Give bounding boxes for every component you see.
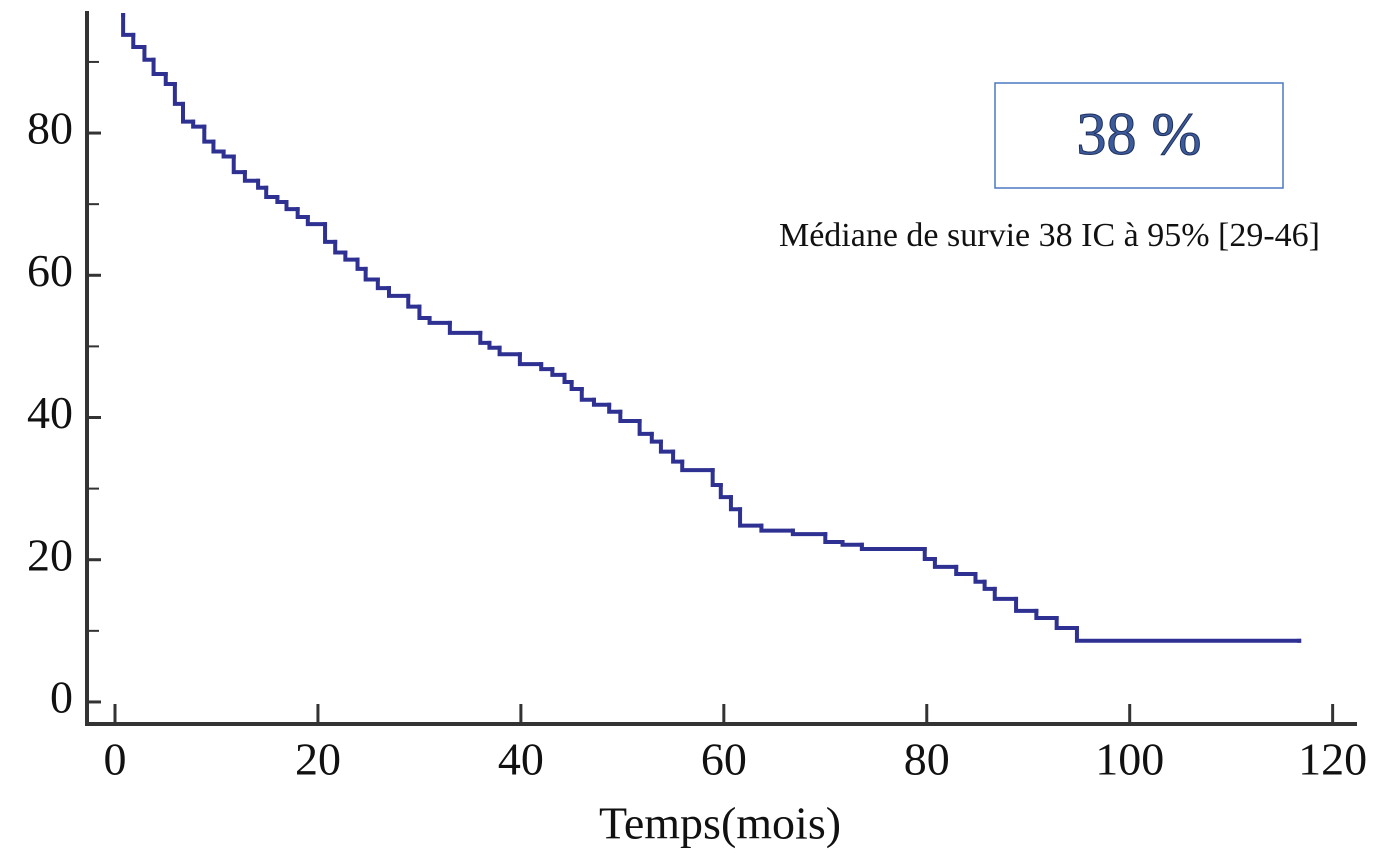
survival-step: [728, 495, 743, 512]
survival-step: [618, 409, 642, 424]
survival-step: [790, 528, 828, 537]
survival-step: [562, 372, 574, 384]
survival-step: [406, 293, 422, 309]
survival-step: [211, 139, 226, 154]
survival-step: [1014, 596, 1039, 613]
survival-step: [242, 170, 261, 183]
survival-step: [550, 367, 567, 377]
survival-step: [478, 330, 492, 345]
annotation-median: Médiane de survie 38 IC à 95% [29-46]: [779, 217, 1320, 254]
survival-step: [323, 222, 338, 244]
survival-step: [131, 32, 147, 50]
survival-step: [305, 214, 328, 227]
survival-step: [256, 178, 269, 190]
survival-step: [680, 459, 715, 473]
y-tick-label: 20: [27, 529, 73, 580]
survival-step: [284, 200, 300, 212]
survival-step: [932, 557, 959, 569]
survival-step: [569, 379, 584, 392]
survival-step: [823, 532, 845, 544]
x-tick-label: 120: [1298, 734, 1367, 785]
survival-step: [759, 523, 795, 533]
x-tick-label: 20: [295, 734, 341, 785]
y-tick-label: 80: [27, 103, 73, 154]
survival-step: [1054, 616, 1079, 630]
survival-step: [649, 431, 663, 444]
survival-step: [191, 119, 207, 129]
survival-step: [275, 195, 289, 205]
survival-step: [151, 57, 168, 77]
survival-step: [637, 419, 654, 436]
survival-step: [221, 149, 236, 159]
survival-step: [333, 239, 348, 255]
y-tick-label: 40: [27, 387, 73, 438]
x-tick-label: 40: [498, 734, 544, 785]
survival-step: [163, 72, 177, 86]
survival-step: [579, 387, 596, 402]
survival-step: [973, 571, 987, 584]
survival-step: [121, 13, 136, 37]
x-tick-label: 100: [1095, 734, 1164, 785]
annotation-box: [994, 82, 1284, 189]
survival-step: [607, 402, 623, 414]
survival-step: [180, 101, 196, 124]
survival-step: [447, 320, 483, 335]
y-tick-label: 0: [50, 672, 73, 723]
survival-step: [954, 564, 978, 576]
survival-step: [718, 483, 733, 500]
y-tick-label: 60: [27, 245, 73, 296]
survival-step: [671, 449, 685, 464]
survival-step: [738, 507, 764, 528]
survival-step: [1074, 625, 1302, 643]
survival-step: [982, 579, 997, 591]
survival-step: [172, 81, 185, 106]
x-tick-label: 60: [701, 734, 747, 785]
survival-step: [386, 286, 411, 298]
survival-step: [417, 304, 432, 320]
x-tick-label: 80: [904, 734, 950, 785]
survival-step: [517, 352, 544, 367]
survival-step: [922, 547, 937, 562]
survival-step: [363, 266, 380, 282]
survival-step: [295, 207, 310, 219]
survival-step: [710, 468, 723, 488]
survival-step: [497, 345, 522, 357]
survival-step: [231, 154, 247, 175]
survival-step: [591, 397, 612, 407]
survival-step: [658, 439, 676, 454]
survival-step: [355, 257, 368, 271]
survival-step: [202, 124, 216, 144]
survival-step: [142, 45, 156, 62]
survival-step: [859, 542, 927, 552]
survival-step: [343, 250, 360, 262]
x-axis-label: Temps(mois): [599, 798, 841, 849]
survival-step: [427, 315, 452, 325]
annotation-value: 38 %: [1077, 101, 1202, 167]
survival-step: [992, 586, 1019, 601]
x-tick-label: 0: [104, 734, 127, 785]
survival-step: [539, 362, 555, 372]
survival-step: [1034, 608, 1059, 621]
survival-step: [375, 277, 391, 291]
survival-step: [264, 185, 280, 200]
survival-step: [840, 539, 864, 547]
survival-step: [487, 340, 502, 350]
